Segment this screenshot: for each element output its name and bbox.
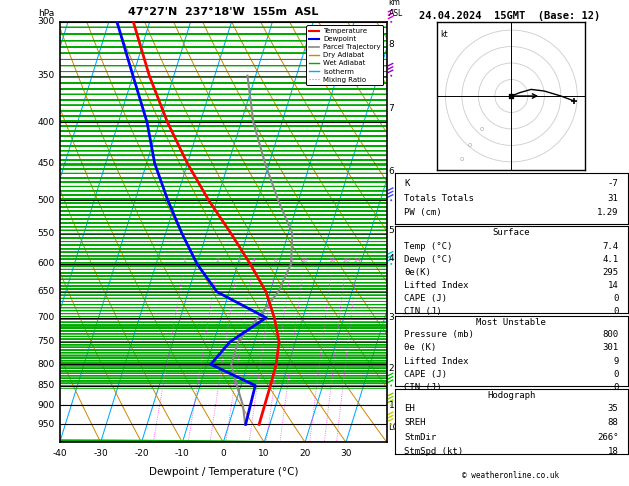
Text: CIN (J): CIN (J) — [404, 382, 442, 392]
Text: 2: 2 — [216, 258, 220, 263]
Text: Dewp (°C): Dewp (°C) — [404, 255, 453, 264]
Text: 450: 450 — [38, 159, 55, 168]
Text: 10: 10 — [259, 449, 270, 457]
Text: EH: EH — [404, 404, 415, 413]
Text: 0: 0 — [613, 307, 618, 316]
Text: StmSpd (kt): StmSpd (kt) — [404, 447, 464, 456]
Text: Lifted Index: Lifted Index — [404, 357, 469, 365]
Text: 14: 14 — [608, 281, 618, 290]
Text: -10: -10 — [175, 449, 190, 457]
Text: 7: 7 — [389, 104, 394, 113]
Text: 650: 650 — [38, 287, 55, 296]
Text: SREH: SREH — [404, 418, 426, 427]
Text: Lifted Index: Lifted Index — [404, 281, 469, 290]
Text: 900: 900 — [38, 401, 55, 410]
Text: 0: 0 — [613, 370, 618, 379]
Text: 6: 6 — [273, 258, 277, 263]
Text: 950: 950 — [38, 420, 55, 429]
Text: Surface: Surface — [493, 228, 530, 238]
Text: 1.29: 1.29 — [597, 208, 618, 217]
Text: 18: 18 — [608, 447, 618, 456]
Text: 1: 1 — [389, 401, 394, 410]
Text: 24: 24 — [353, 258, 362, 263]
Text: o: o — [479, 126, 484, 132]
Text: 6: 6 — [389, 167, 394, 175]
Text: CAPE (J): CAPE (J) — [404, 370, 447, 379]
Text: Mixing Ratio (g/kg): Mixing Ratio (g/kg) — [404, 234, 413, 314]
Text: -7: -7 — [608, 179, 618, 188]
Text: θe(K): θe(K) — [404, 268, 431, 277]
Text: 30: 30 — [340, 449, 352, 457]
Text: LCL: LCL — [389, 423, 404, 432]
Text: Pressure (mb): Pressure (mb) — [404, 330, 474, 339]
Text: 31: 31 — [608, 193, 618, 203]
Text: 0: 0 — [220, 449, 226, 457]
Text: 8: 8 — [389, 40, 394, 49]
Text: 1: 1 — [182, 258, 186, 263]
Text: 266°: 266° — [597, 433, 618, 442]
Text: 750: 750 — [38, 337, 55, 347]
Text: 88: 88 — [608, 418, 618, 427]
Text: 301: 301 — [603, 343, 618, 352]
Text: 295: 295 — [603, 268, 618, 277]
Text: km
ASL: km ASL — [389, 0, 403, 17]
Text: kt: kt — [440, 30, 448, 39]
Text: Hodograph: Hodograph — [487, 391, 535, 400]
Text: 7.4: 7.4 — [603, 242, 618, 251]
Text: StmDir: StmDir — [404, 433, 437, 442]
Text: 0: 0 — [613, 294, 618, 303]
Text: 20: 20 — [299, 449, 311, 457]
Text: 550: 550 — [38, 229, 55, 238]
Text: Dewpoint / Temperature (°C): Dewpoint / Temperature (°C) — [148, 468, 298, 477]
Text: 0: 0 — [613, 382, 618, 392]
Text: 9: 9 — [613, 357, 618, 365]
Text: 24.04.2024  15GMT  (Base: 12): 24.04.2024 15GMT (Base: 12) — [419, 11, 600, 21]
Text: 500: 500 — [38, 196, 55, 205]
Text: 35: 35 — [608, 404, 618, 413]
Text: 4: 4 — [389, 254, 394, 262]
Text: © weatheronline.co.uk: © weatheronline.co.uk — [462, 471, 559, 480]
Text: 3: 3 — [389, 313, 394, 322]
Text: o: o — [460, 156, 464, 161]
Text: CAPE (J): CAPE (J) — [404, 294, 447, 303]
Text: 600: 600 — [38, 260, 55, 268]
Text: 5: 5 — [389, 226, 394, 235]
Text: 300: 300 — [38, 17, 55, 26]
Text: 16: 16 — [328, 258, 336, 263]
Text: -20: -20 — [134, 449, 149, 457]
Text: hPa: hPa — [38, 9, 55, 17]
Text: 350: 350 — [38, 71, 55, 80]
Text: Totals Totals: Totals Totals — [404, 193, 474, 203]
Text: 8: 8 — [289, 258, 293, 263]
Text: CIN (J): CIN (J) — [404, 307, 442, 316]
Text: K: K — [404, 179, 409, 188]
Text: 800: 800 — [38, 360, 55, 369]
Text: o: o — [468, 142, 472, 148]
Text: PW (cm): PW (cm) — [404, 208, 442, 217]
Text: 4: 4 — [251, 258, 255, 263]
Text: 20: 20 — [342, 258, 350, 263]
Text: 10: 10 — [301, 258, 308, 263]
Text: 4.1: 4.1 — [603, 255, 618, 264]
Text: 47°27'N  237°18'W  155m  ASL: 47°27'N 237°18'W 155m ASL — [128, 7, 318, 17]
Text: 3: 3 — [236, 258, 240, 263]
Text: 700: 700 — [38, 313, 55, 322]
Text: 2: 2 — [389, 364, 394, 373]
Text: 850: 850 — [38, 381, 55, 390]
Text: -30: -30 — [93, 449, 108, 457]
Text: 800: 800 — [603, 330, 618, 339]
Text: Temp (°C): Temp (°C) — [404, 242, 453, 251]
Text: 400: 400 — [38, 118, 55, 127]
Legend: Temperature, Dewpoint, Parcel Trajectory, Dry Adiabat, Wet Adiabat, Isotherm, Mi: Temperature, Dewpoint, Parcel Trajectory… — [306, 25, 383, 86]
Text: -40: -40 — [52, 449, 67, 457]
Text: Most Unstable: Most Unstable — [476, 318, 547, 327]
Text: θe (K): θe (K) — [404, 343, 437, 352]
